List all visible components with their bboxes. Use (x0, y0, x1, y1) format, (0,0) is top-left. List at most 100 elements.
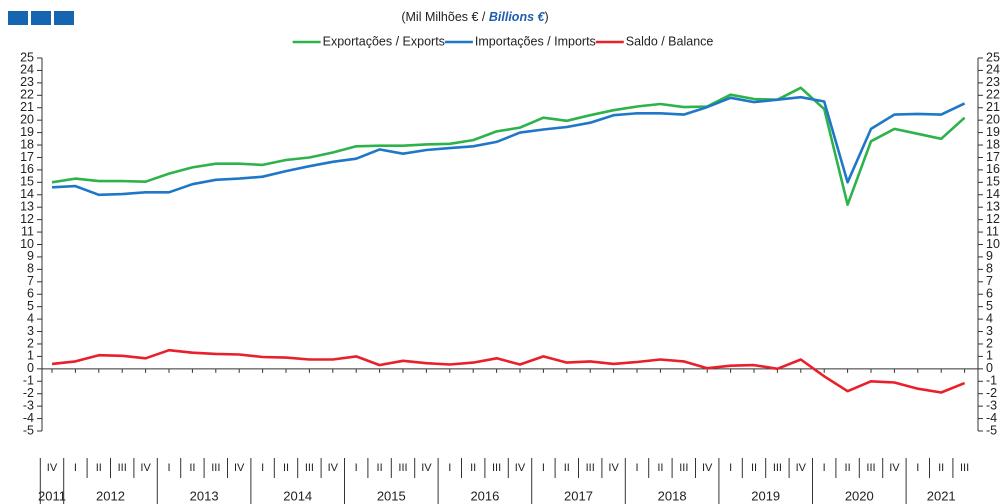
year-label: 2011 (38, 488, 66, 503)
y-tick-label: 11 (21, 224, 34, 238)
y-tick-label: 3 (27, 324, 34, 338)
x-tick-label: II (564, 462, 570, 474)
x-tick-label: I (448, 462, 451, 474)
x-tick-label: II (283, 462, 289, 474)
x-tick-label: I (261, 462, 264, 474)
x-tick-label: IV (140, 462, 151, 474)
y-tick-label: 2 (27, 336, 34, 350)
legend-label: Saldo / Balance (626, 34, 714, 48)
logo-block (54, 11, 74, 25)
y-tick-label: 15 (20, 175, 34, 189)
y-tick-label: 21 (20, 100, 34, 114)
year-label: 2013 (190, 488, 219, 503)
y2-tick-label: 3 (986, 324, 993, 338)
x-tick-label: III (398, 462, 407, 474)
y2-tick-label: 2 (986, 336, 993, 350)
x-tick-label: II (751, 462, 757, 474)
year-label: 2018 (658, 488, 687, 503)
y-tick-label: -3 (23, 398, 34, 412)
year-label: 2014 (283, 488, 312, 503)
y2-tick-label: 23 (986, 75, 1000, 89)
x-tick-label: III (960, 462, 969, 474)
y2-tick-label: 8 (986, 262, 993, 276)
year-label: 2012 (96, 488, 125, 503)
year-label: 2016 (470, 488, 499, 503)
y2-tick-label: 13 (986, 199, 1000, 213)
x-tick-label: II (377, 462, 383, 474)
y2-tick-label: 17 (986, 150, 1000, 164)
y2-tick-label: 18 (986, 137, 1000, 151)
y-tick-label: 7 (27, 274, 34, 288)
x-tick-label: III (679, 462, 688, 474)
x-tick-label: II (470, 462, 476, 474)
y2-tick-label: 1 (986, 349, 993, 363)
x-tick-label: I (916, 462, 919, 474)
y2-tick-label: 12 (986, 212, 1000, 226)
x-tick-label: I (635, 462, 638, 474)
y-tick-label: 18 (20, 137, 34, 151)
y2-tick-label: -1 (986, 374, 997, 388)
y-tick-label: 22 (20, 88, 34, 102)
y-tick-label: 12 (20, 212, 34, 226)
x-tick-label: I (167, 462, 170, 474)
x-tick-label: I (729, 462, 732, 474)
x-tick-label: III (305, 462, 314, 474)
y-tick-label: 23 (20, 75, 34, 89)
x-tick-label: IV (421, 462, 432, 474)
y-tick-label: -2 (23, 386, 34, 400)
y2-tick-label: 0 (986, 361, 993, 375)
logo-block (8, 11, 28, 25)
year-label: 2019 (751, 488, 780, 503)
logo-block (31, 11, 51, 25)
year-label: 2017 (564, 488, 593, 503)
legend-label: Importações / Imports (475, 34, 596, 48)
y2-tick-label: 10 (986, 237, 1000, 251)
y2-tick-label: 6 (986, 287, 993, 301)
title-en: Billions € (489, 10, 546, 24)
y-tick-label: 8 (27, 262, 34, 276)
x-tick-label: IV (889, 462, 900, 474)
x-tick-label: III (773, 462, 782, 474)
y-tick-label: 5 (27, 299, 34, 313)
y2-tick-label: 4 (986, 311, 993, 325)
year-label: 2020 (845, 488, 874, 503)
y2-tick-label: 19 (986, 125, 1000, 139)
x-tick-label: IV (796, 462, 807, 474)
title-end: ) (544, 10, 548, 24)
x-tick-label: I (355, 462, 358, 474)
x-tick-label: II (657, 462, 663, 474)
y2-tick-label: 14 (986, 187, 1000, 201)
y2-tick-label: 11 (986, 224, 999, 238)
x-tick-label: IV (328, 462, 339, 474)
x-tick-label: IV (515, 462, 526, 474)
y-tick-label: -1 (23, 374, 34, 388)
y-tick-label: -4 (23, 411, 34, 425)
x-tick-label: I (74, 462, 77, 474)
y2-tick-label: 24 (986, 63, 1000, 77)
series-line (51, 86, 966, 206)
year-label: 2021 (927, 488, 956, 503)
y2-tick-label: 15 (986, 175, 1000, 189)
y2-tick-label: -3 (986, 398, 997, 412)
year-label: 2015 (377, 488, 406, 503)
y-tick-label: 25 (20, 50, 34, 64)
x-tick-label: III (211, 462, 220, 474)
y-tick-label: 24 (20, 63, 34, 77)
x-tick-label: II (845, 462, 851, 474)
y-tick-label: 16 (20, 162, 34, 176)
y-tick-label: 10 (20, 237, 34, 251)
y-tick-label: 4 (27, 311, 34, 325)
x-tick-label: III (586, 462, 595, 474)
y2-tick-label: -4 (986, 411, 997, 425)
y-tick-label: 9 (27, 249, 34, 263)
y-tick-label: -5 (23, 423, 34, 437)
y-tick-label: 6 (27, 287, 34, 301)
y2-tick-label: 5 (986, 299, 993, 313)
y2-tick-label: 9 (986, 249, 993, 263)
title-pt: (Mil Milhões € / (401, 10, 489, 24)
y2-tick-label: -5 (986, 423, 997, 437)
y2-tick-label: 20 (986, 112, 1000, 126)
x-tick-label: IV (702, 462, 713, 474)
x-tick-label: IV (234, 462, 245, 474)
